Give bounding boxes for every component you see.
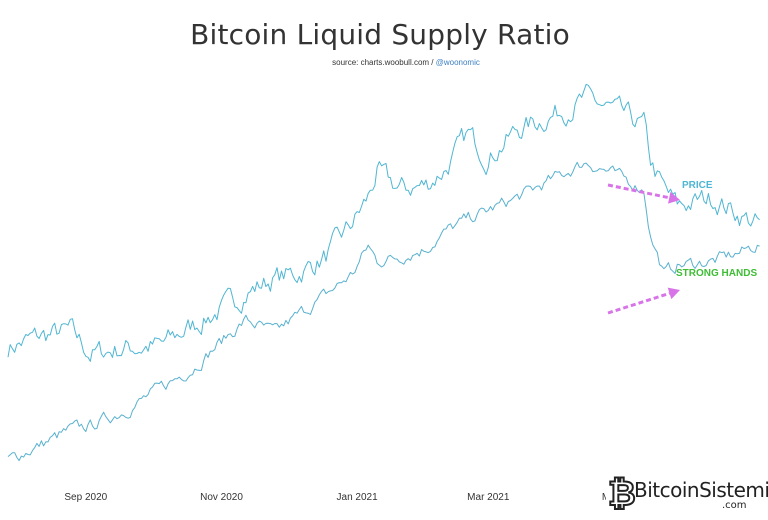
source-handle-link[interactable]: @woonomic [435,58,480,67]
chart-title: Bitcoin Liquid Supply Ratio [190,18,570,51]
strong-hands-series-line [7,161,760,462]
x-tick-label: Jan 2021 [336,492,378,503]
price-trend-arrow [607,183,680,204]
watermark-suffix: .com [722,500,747,511]
x-tick-label: Nov 2020 [200,492,243,503]
watermark-name: BitcoinSistemi [634,478,768,502]
bitcoin-b-icon: ₿ [607,473,637,515]
price-series-line [7,83,760,362]
strong-hands-annotation: STRONG HANDS [676,268,758,279]
strong-hands-trend-arrow [607,287,680,315]
watermark-logo: ₿ BitcoinSistemi .com [606,473,768,515]
source-prefix: source: charts.woobull.com / [332,58,436,67]
x-tick-label: Sep 2020 [64,492,108,503]
price-annotation: PRICE [682,180,713,191]
x-tick-label: Mar 2021 [467,492,510,503]
chart-source: source: charts.woobull.com / @woonomic [0,58,768,67]
